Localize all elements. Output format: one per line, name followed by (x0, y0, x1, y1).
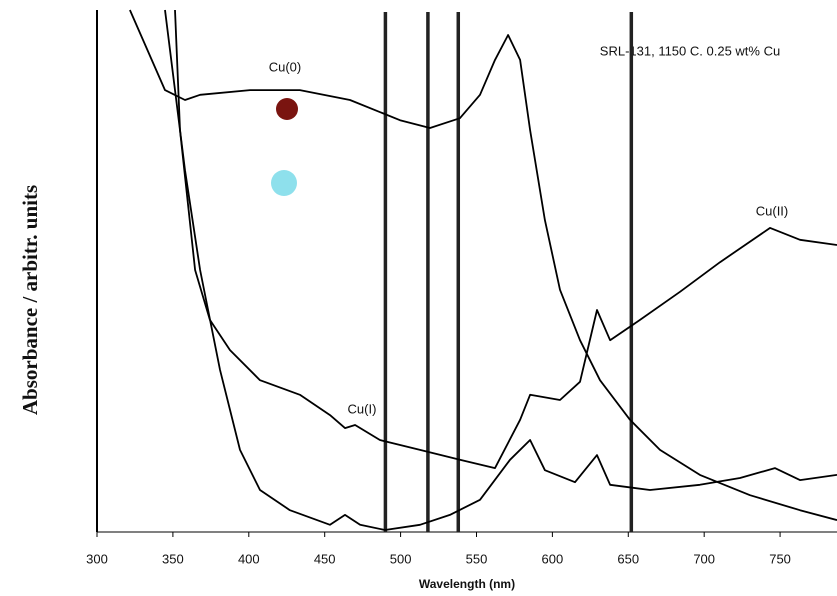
y-axis-label: Absorbance / arbitr. units (18, 185, 42, 415)
red-sample-dot (276, 98, 298, 120)
series-label: Cu(II) (756, 203, 789, 218)
x-tick-label: 300 (86, 551, 108, 566)
x-tick-label: 750 (769, 551, 791, 566)
chart-title: SRL-131, 1150 C. 0.25 wt% Cu (600, 43, 780, 58)
spectrum-line (164, 9, 837, 531)
spectrum-line (129, 9, 837, 521)
series-label: Cu(0) (269, 59, 302, 74)
spectrum-line (174, 9, 837, 469)
x-tick-label: 500 (390, 551, 412, 566)
x-tick-label: 700 (693, 551, 715, 566)
x-tick-label: 650 (617, 551, 639, 566)
cyan-sample-dot (271, 170, 297, 196)
x-axis-label: Wavelength (nm) (419, 577, 515, 591)
x-tick-label: 600 (542, 551, 564, 566)
x-tick-label: 350 (162, 551, 184, 566)
x-tick-label: 450 (314, 551, 336, 566)
series-label: Cu(I) (348, 401, 377, 416)
x-tick-label: 550 (466, 551, 488, 566)
x-tick-label: 400 (238, 551, 260, 566)
